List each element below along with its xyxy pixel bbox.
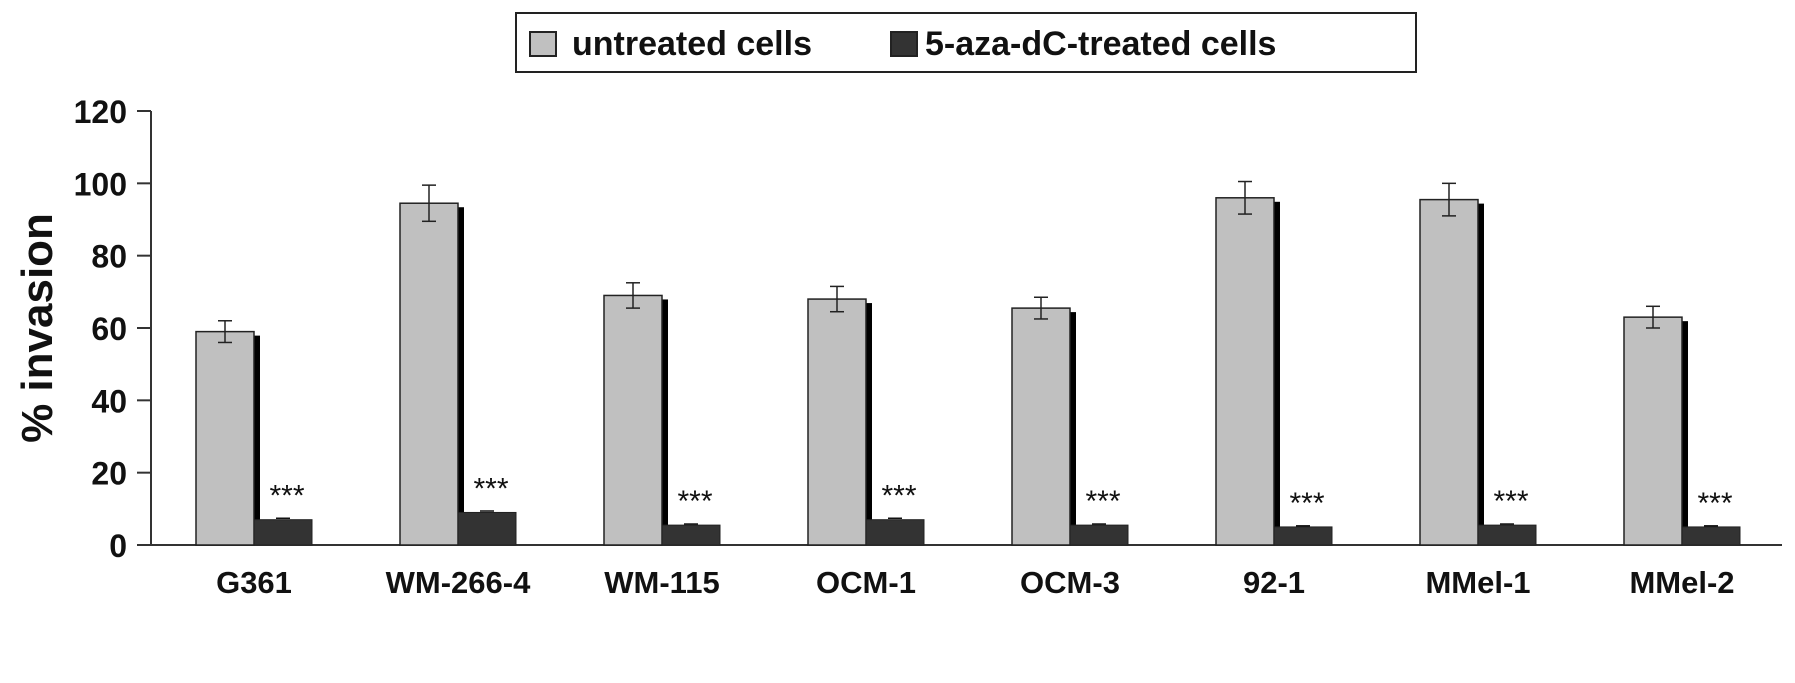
- bar-treated: [1069, 524, 1129, 546]
- bar-shadow: [1070, 312, 1076, 545]
- bar-untreated: [1419, 198, 1479, 546]
- y-tick-label: 0: [109, 528, 127, 564]
- bar-untreated: [195, 330, 255, 546]
- y-tick-label: 100: [74, 166, 127, 202]
- significance-label: ***: [1697, 487, 1732, 520]
- significance-label: ***: [1289, 487, 1324, 520]
- axes: 0 20 40 60 80 100 120 G361 WM-266-4 WM-115 OCM-1 OC…: [74, 94, 1782, 600]
- y-tick-label: 20: [91, 456, 127, 492]
- x-tick-label: 92-1: [1243, 565, 1305, 600]
- x-tick-label: WM-266-4: [386, 565, 531, 600]
- bar-untreated: [1011, 307, 1071, 546]
- legend-label-treated: 5-aza-dC-treated cells: [925, 25, 1276, 63]
- bars: *** *** *** *** *** *** *** ***: [195, 180, 1741, 546]
- bar-shadow: [866, 303, 872, 545]
- significance-label: ***: [473, 472, 508, 505]
- bar-shadow: [254, 335, 260, 545]
- bar-treated: [457, 511, 517, 546]
- x-tick-label: G361: [216, 565, 292, 600]
- bar-treated: [1273, 526, 1333, 546]
- bar-shadow: [1478, 203, 1484, 545]
- bar-treated: [1681, 526, 1741, 546]
- legend-swatch-treated: [890, 31, 918, 57]
- y-axis-label: % invasion: [13, 213, 62, 443]
- bar-treated: [1477, 524, 1537, 546]
- legend-box: [515, 12, 1417, 73]
- legend-swatch-untreated: [529, 31, 557, 57]
- y-tick-label: 60: [91, 311, 127, 347]
- x-tick-label: OCM-3: [1020, 565, 1120, 600]
- significance-label: ***: [1085, 485, 1120, 518]
- bar-untreated: [399, 202, 459, 546]
- significance-label: ***: [1493, 485, 1528, 518]
- significance-label: ***: [677, 485, 712, 518]
- bar-treated: [253, 519, 313, 546]
- significance-label: ***: [881, 480, 916, 513]
- x-tick-label: MMel-2: [1629, 565, 1734, 600]
- y-tick-label: 80: [91, 239, 127, 275]
- x-tick-label: WM-115: [604, 565, 719, 600]
- bar-treated: [661, 524, 721, 546]
- bar-shadow: [1682, 321, 1688, 545]
- bar-untreated: [807, 298, 867, 546]
- bar-shadow: [458, 207, 464, 545]
- bar-untreated: [1623, 316, 1683, 546]
- bar-untreated: [603, 294, 663, 546]
- x-tick-label: MMel-1: [1425, 565, 1530, 600]
- legend: untreated cells 5-aza-dC-treated cells: [515, 12, 1417, 73]
- x-tick-label: OCM-1: [816, 565, 916, 600]
- legend-label-untreated: untreated cells: [572, 25, 812, 63]
- y-tick-label: 120: [74, 94, 127, 130]
- bar-untreated: [1215, 197, 1275, 546]
- bar-shadow: [1274, 201, 1280, 546]
- y-tick-label: 40: [91, 383, 127, 419]
- bar-shadow: [662, 299, 668, 545]
- bar-treated: [865, 519, 925, 546]
- significance-label: ***: [269, 480, 304, 513]
